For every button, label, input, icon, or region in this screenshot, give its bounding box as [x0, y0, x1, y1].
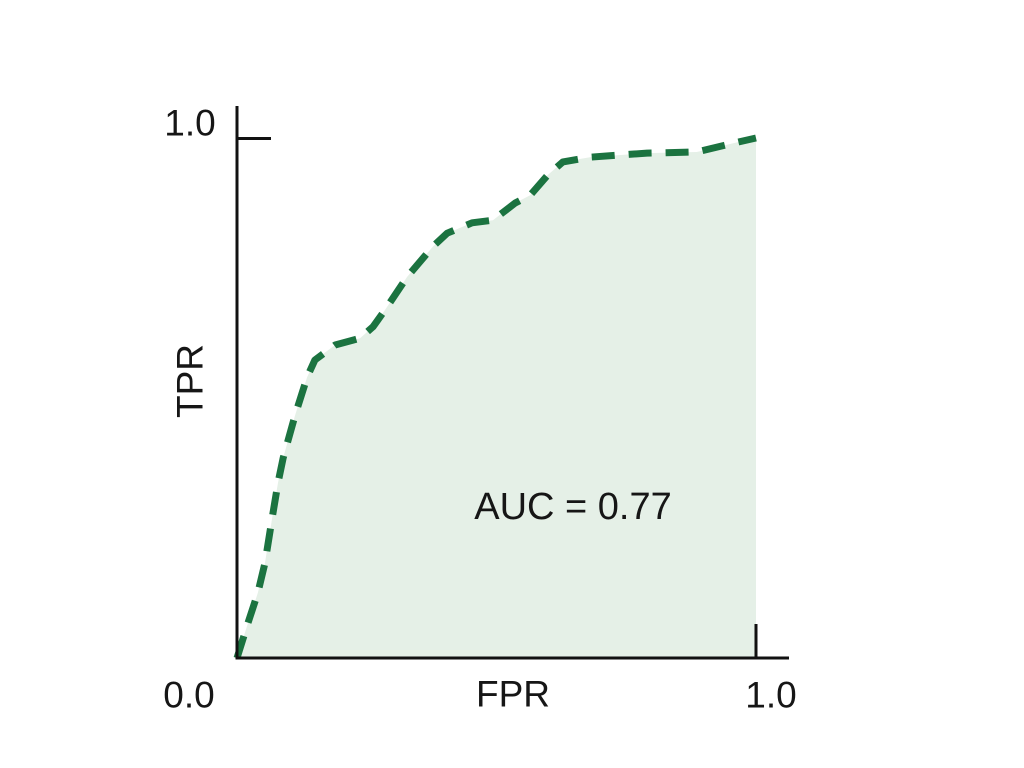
roc-curve-line [233, 134, 757, 660]
x-axis-title: FPR [476, 673, 550, 715]
roc-fill-area [237, 138, 756, 658]
y-axis-tick-label-1.0: 1.0 [164, 102, 216, 144]
auc-annotation: AUC = 0.77 [474, 486, 672, 528]
y-axis-title: TPR [169, 344, 211, 418]
x-axis-tick-label-0.0: 0.0 [163, 674, 215, 716]
x-axis-tick-label-1.0: 1.0 [745, 674, 797, 716]
